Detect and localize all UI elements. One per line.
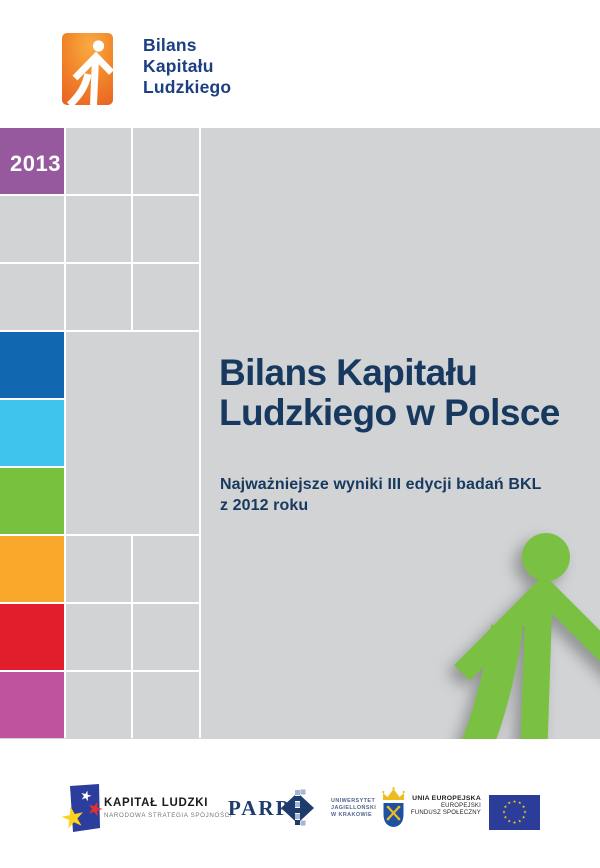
uj-line: JAGIELLOŃSKI <box>331 805 377 811</box>
bkl-logo-icon <box>62 33 113 105</box>
year-label: 2013 <box>10 151 61 176</box>
mosaic-cell <box>133 672 199 738</box>
mosaic-cell <box>66 264 131 330</box>
kapital-ludzki-name: KAPITAŁ LUDZKI <box>104 797 209 809</box>
mosaic-cell-green <box>0 468 64 534</box>
mosaic-cell <box>133 536 199 602</box>
mosaic-cell <box>66 196 131 262</box>
eu-fund-line: FUNDUSZ SPOŁECZNY <box>410 810 481 817</box>
eu-fund-line: EUROPEJSKI <box>440 803 481 809</box>
title-line: Bilans Kapitału <box>219 352 478 393</box>
subtitle-line: z 2012 roku <box>220 497 309 514</box>
mosaic-cell-blue <box>0 332 64 398</box>
mosaic-cell-cyan <box>0 400 64 466</box>
mosaic-cell <box>0 264 64 330</box>
uj-line: W KRAKOWIE <box>331 812 373 818</box>
eu-wordmark: UNIA EUROPEJSKA EUROPEJSKI FUNDUSZ SPOŁE… <box>396 795 481 817</box>
eu-flag-icon <box>489 795 540 830</box>
mosaic-cell <box>133 604 199 670</box>
kapital-ludzki-flag-icon <box>60 784 105 832</box>
page-title: Bilans Kapitału Ludzkiego w Polsce <box>219 353 560 433</box>
subtitle-line: Najważniejsze wyniki III edycji badań BK… <box>220 476 542 493</box>
mosaic-cell-red <box>0 604 64 670</box>
mosaic-cell-magenta <box>0 672 64 738</box>
uj-wordmark: UNIWERSYTET JAGIELLOŃSKI W KRAKOWIE <box>331 798 376 819</box>
uj-line: UNIWERSYTET <box>331 798 376 804</box>
mosaic-cell <box>66 536 131 602</box>
mosaic-grid: 2013 <box>0 128 201 738</box>
title-line: Ludzkiego w Polsce <box>219 392 560 433</box>
mosaic-cell <box>66 604 131 670</box>
eu-name: UNIA EUROPEJSKA <box>412 795 481 802</box>
mosaic-cell <box>0 196 64 262</box>
header-band: Bilans Kapitału Ludzkiego <box>0 0 600 128</box>
mosaic-cell-merged <box>66 332 199 534</box>
mosaic-cell <box>133 196 199 262</box>
footer-logos-band: KAPITAŁ LUDZKI NARODOWA STRATEGIA SPÓJNO… <box>0 739 600 868</box>
kapital-ludzki-wordmark: KAPITAŁ LUDZKI NARODOWA STRATEGIA SPÓJNO… <box>104 797 232 819</box>
mosaic-cell <box>66 672 131 738</box>
bkl-logo-line: Kapitału <box>143 56 214 76</box>
mosaic-cell <box>66 128 131 194</box>
cover-main-area: 2013 Bilans Kapitału <box>0 128 600 868</box>
mosaic-cell <box>133 128 199 194</box>
parp-diamond-icon <box>281 789 314 826</box>
parp-wordmark: PARP <box>228 796 291 820</box>
bkl-logo-wordmark: Bilans Kapitału Ludzkiego <box>143 35 231 98</box>
bkl-logo-line: Ludzkiego <box>143 77 232 97</box>
kapital-ludzki-tagline: NARODOWA STRATEGIA SPÓJNOŚCI <box>104 812 233 819</box>
bkl-logo-line: Bilans <box>143 35 197 55</box>
mosaic-cell-year: 2013 <box>0 128 64 194</box>
page-subtitle: Najważniejsze wyniki III edycji badań BK… <box>220 474 542 516</box>
uj-crest-icon <box>382 787 405 827</box>
mosaic-cell <box>133 264 199 330</box>
mosaic-cell-orange <box>0 536 64 602</box>
